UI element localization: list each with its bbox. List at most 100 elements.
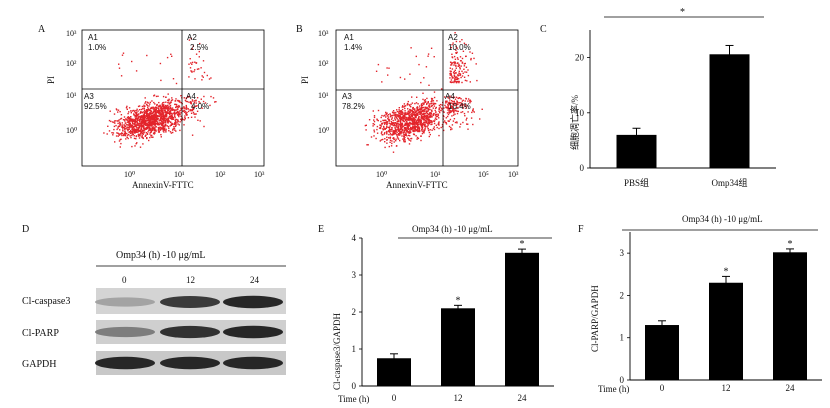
scatter-point bbox=[128, 134, 130, 136]
scatter-point bbox=[407, 111, 409, 114]
scatter-point bbox=[155, 115, 157, 118]
scatter-point bbox=[144, 117, 146, 119]
scatter-point bbox=[464, 100, 466, 102]
scatter-point bbox=[153, 127, 155, 130]
scatter-point bbox=[416, 107, 418, 109]
scatter-point bbox=[155, 129, 157, 131]
scatter-point bbox=[141, 119, 143, 121]
scatter-point bbox=[167, 126, 170, 128]
scatter-point bbox=[167, 121, 169, 123]
quadrant-name-b4: A4 bbox=[445, 92, 455, 101]
scatter-point bbox=[134, 118, 136, 121]
scatter-point bbox=[165, 108, 167, 110]
scatter-point bbox=[149, 107, 152, 110]
scatter-point bbox=[398, 117, 401, 120]
scatter-point bbox=[154, 132, 156, 134]
scatter-point bbox=[403, 103, 406, 105]
scatter-point bbox=[421, 130, 423, 132]
scatter-point bbox=[423, 121, 425, 123]
blot-band bbox=[223, 356, 283, 370]
scatter-point bbox=[454, 69, 456, 71]
scatter-point bbox=[133, 129, 135, 132]
scatter-point bbox=[126, 119, 128, 122]
scatter-point bbox=[127, 137, 129, 140]
scatter-point bbox=[470, 100, 472, 103]
scatter-point bbox=[432, 127, 435, 130]
scatter-point bbox=[141, 132, 144, 135]
scatter-point bbox=[174, 120, 176, 122]
scatter-point bbox=[372, 125, 374, 127]
scatter-point bbox=[162, 114, 164, 116]
scatter-point bbox=[450, 74, 452, 76]
scatter-point bbox=[145, 101, 147, 103]
scatter-point bbox=[136, 127, 138, 129]
scatter-point bbox=[463, 76, 466, 78]
scatter-point bbox=[153, 110, 155, 112]
scatter-point bbox=[421, 129, 423, 131]
scatter-point bbox=[131, 130, 134, 133]
scatter-point bbox=[148, 128, 150, 130]
scatter-point bbox=[153, 113, 155, 115]
scatter-point bbox=[464, 103, 467, 106]
scatter-point bbox=[126, 116, 129, 119]
scatter-point bbox=[142, 111, 144, 113]
scatter-point bbox=[130, 132, 132, 134]
scatter-point bbox=[135, 143, 137, 145]
scatter-point bbox=[392, 137, 394, 139]
scatter-point bbox=[152, 114, 154, 117]
scatter-point bbox=[147, 118, 150, 120]
scatter-point bbox=[183, 119, 186, 121]
scatter-point bbox=[135, 113, 138, 116]
scatter-point bbox=[165, 122, 167, 124]
scatter-point bbox=[399, 125, 402, 127]
scatter-point bbox=[168, 100, 170, 102]
scatter-point bbox=[460, 111, 462, 114]
scatter-point bbox=[161, 121, 163, 123]
scatter-point bbox=[429, 116, 431, 119]
scatter-point bbox=[157, 107, 160, 110]
scatter-point bbox=[149, 128, 151, 130]
scatter-point bbox=[428, 131, 431, 134]
scatter-point bbox=[195, 113, 197, 115]
scatter-point bbox=[119, 111, 121, 113]
scatter-point bbox=[127, 112, 129, 115]
scatter-point bbox=[427, 115, 429, 117]
scatter-point bbox=[115, 135, 118, 137]
scatter-point bbox=[390, 118, 393, 120]
scatter-point bbox=[131, 128, 133, 130]
scatter-point bbox=[178, 113, 181, 115]
scatter-point bbox=[139, 129, 142, 132]
scatter-point bbox=[168, 117, 170, 119]
scatter-point bbox=[429, 115, 431, 117]
scatter-point bbox=[162, 130, 164, 132]
scatter-point bbox=[404, 110, 406, 112]
scatter-point bbox=[427, 129, 430, 132]
scatter-point bbox=[404, 112, 406, 115]
scatter-point bbox=[139, 146, 142, 148]
scatter-point bbox=[198, 56, 200, 58]
scatter-point bbox=[416, 113, 418, 115]
scatter-point bbox=[166, 111, 169, 114]
scatter-point bbox=[411, 102, 414, 104]
scatter-point bbox=[162, 95, 165, 98]
scatter-point bbox=[420, 111, 423, 113]
scatter-point bbox=[409, 105, 411, 107]
scatter-point bbox=[143, 127, 146, 129]
scatter-point bbox=[145, 109, 148, 111]
quadrant-name-a2: A2 bbox=[187, 33, 197, 42]
scatter-point bbox=[390, 123, 392, 126]
header-f: Omp34 (h) -10 μg/mL bbox=[682, 214, 763, 224]
scatter-point bbox=[128, 111, 130, 113]
scatter-point bbox=[435, 114, 437, 117]
scatter-point bbox=[393, 131, 395, 134]
scatter-point bbox=[175, 98, 177, 100]
scatter-point bbox=[392, 151, 395, 153]
scatter-point bbox=[457, 58, 459, 60]
scatter-point bbox=[416, 108, 419, 111]
scatter-point bbox=[194, 100, 196, 102]
scatter-point bbox=[417, 126, 419, 129]
scatter-point bbox=[424, 106, 426, 109]
scatter-point bbox=[148, 114, 150, 116]
scatter-point bbox=[386, 126, 388, 128]
scatter-point bbox=[386, 67, 388, 69]
